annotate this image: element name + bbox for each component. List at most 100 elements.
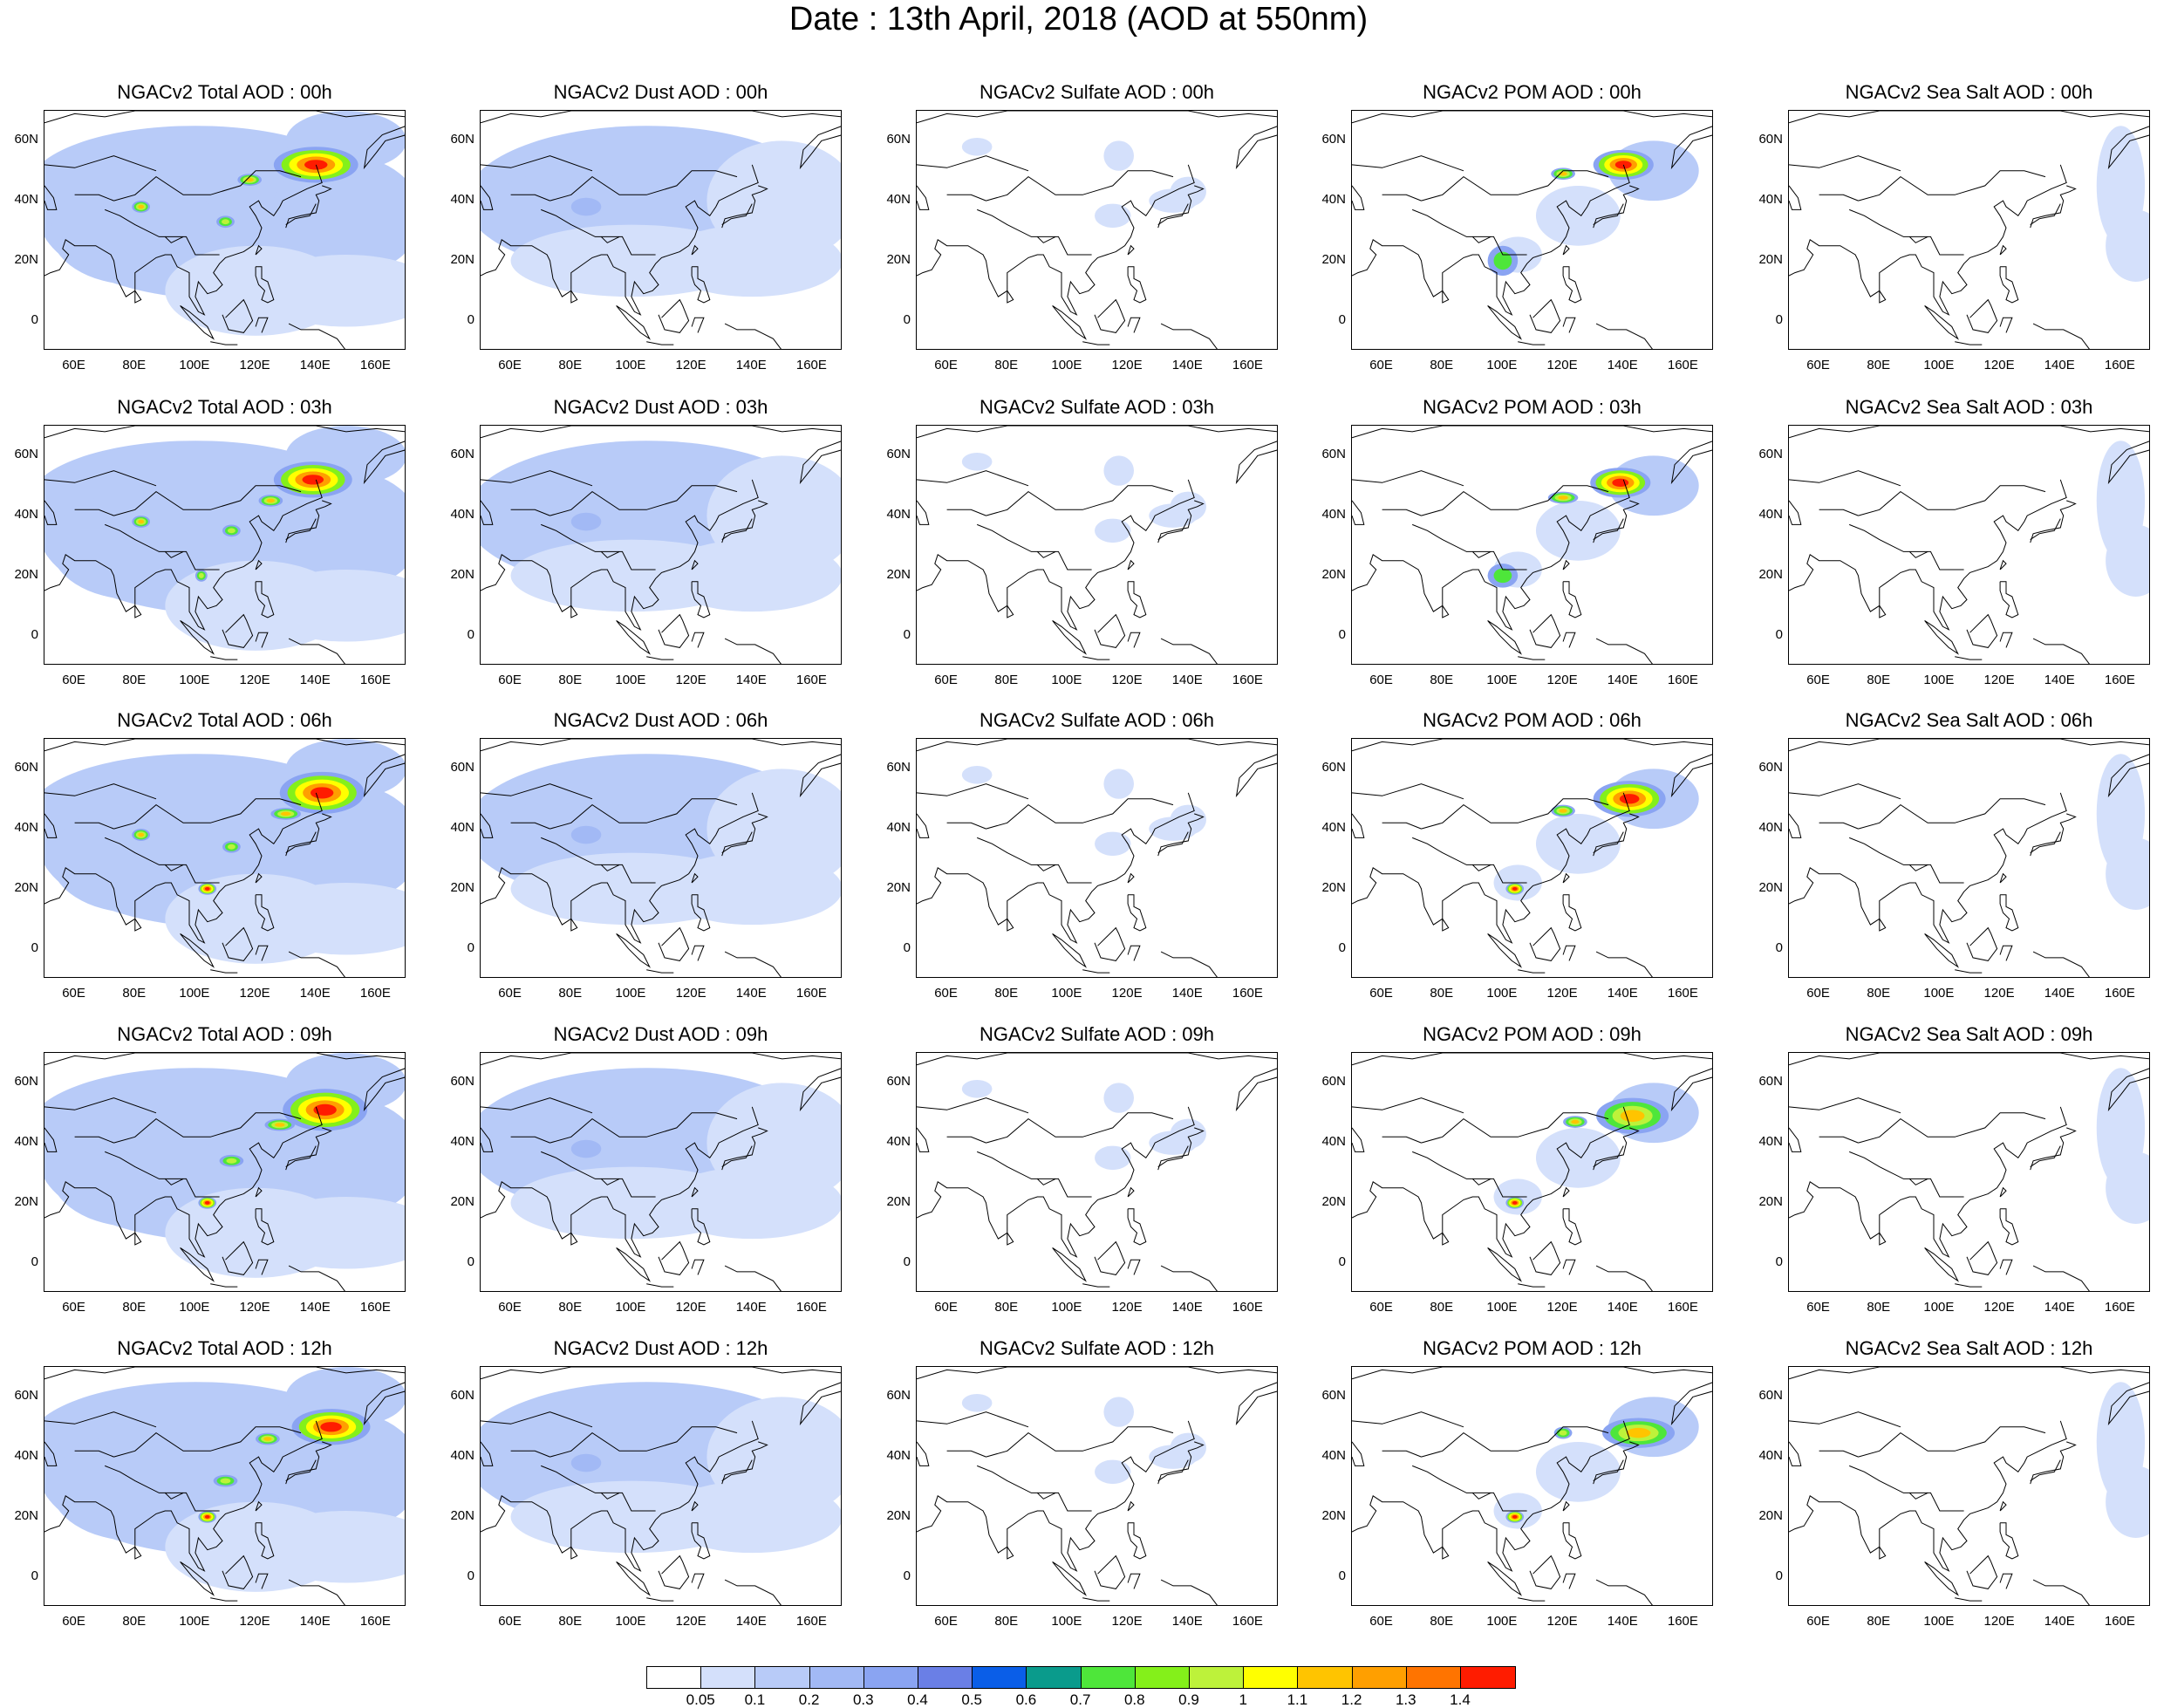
lat-tick-label: 40N	[14, 507, 38, 523]
map-panel	[916, 1366, 1278, 1606]
coastline	[1879, 1233, 1887, 1246]
coastline	[288, 1265, 345, 1291]
colorbar-label: 1	[1239, 1691, 1247, 1708]
aod-plume	[1559, 1430, 1567, 1436]
coastline	[1036, 1492, 1056, 1500]
lon-tick-label: 120E	[1983, 1300, 2015, 1315]
coastline	[1593, 1441, 1640, 1485]
coastline	[986, 1426, 1174, 1458]
coastline	[1127, 317, 1141, 333]
coastline	[255, 317, 269, 333]
lon-tick-label: 140E	[1171, 1614, 1203, 1629]
coastline	[646, 656, 674, 660]
aod-plume	[198, 572, 204, 578]
coastline	[917, 783, 1029, 800]
coastline	[1127, 1259, 1141, 1275]
colorbar-swatch	[754, 1666, 811, 1689]
colorbar-label: 0.7	[1069, 1691, 1091, 1708]
coastline	[1789, 426, 2149, 439]
coastline	[1999, 581, 2019, 618]
aod-plume	[1626, 1427, 1651, 1438]
aod-field	[256, 255, 405, 327]
lat-tick-label: 0	[31, 626, 38, 642]
lon-tick-label: 160E	[1667, 986, 1698, 1001]
lat-tick-label: 40N	[1758, 507, 1783, 523]
lon-tick-label: 140E	[2044, 1614, 2075, 1629]
lon-tick-label: 100E	[1486, 1300, 1518, 1315]
aod-plume	[274, 1123, 285, 1127]
aod-plume	[138, 519, 145, 524]
coastline	[2030, 1441, 2077, 1485]
colorbar-label: 1.4	[1450, 1691, 1471, 1708]
coastline	[164, 1178, 184, 1185]
lat-tick-label: 20N	[1321, 1507, 1346, 1523]
lon-tick-label: 60E	[498, 358, 522, 372]
coastline	[1595, 1265, 1653, 1291]
coastline	[1562, 317, 1576, 333]
coastline	[1562, 945, 1576, 961]
lon-tick-label: 140E	[2044, 673, 2075, 687]
coastline	[1593, 1127, 1640, 1171]
lon-tick-label: 120E	[675, 1300, 706, 1315]
coastline	[222, 613, 254, 648]
aod-plume	[320, 1422, 342, 1432]
coastline	[210, 656, 238, 660]
coastline	[105, 837, 220, 884]
coastline	[1595, 323, 1653, 349]
aod-plume	[1512, 1201, 1518, 1205]
lon-tick-label: 100E	[615, 358, 646, 372]
aod-field	[570, 825, 602, 844]
coastline	[616, 933, 651, 968]
lon-tick-label: 80E	[1430, 1614, 1454, 1629]
coastline	[134, 1233, 142, 1246]
coastline	[510, 194, 550, 202]
coastline	[1235, 1382, 1277, 1426]
coastline	[1036, 550, 1056, 558]
panel-title: NGACv2 Total AOD : 09h	[117, 1023, 332, 1045]
coastline	[917, 1420, 1195, 1572]
lon-tick-label: 100E	[1051, 673, 1082, 687]
coastline	[1352, 185, 1365, 210]
coastline	[1819, 1136, 1859, 1144]
coastline	[1082, 969, 1110, 974]
lon-tick-label: 60E	[1806, 673, 1830, 687]
coastline	[285, 518, 317, 541]
lat-tick-label: 60N	[1758, 760, 1783, 775]
coastline	[1352, 479, 1630, 631]
coastline	[691, 244, 699, 256]
aod-plume	[138, 832, 145, 837]
lon-tick-label: 160E	[359, 358, 391, 372]
coastline	[1127, 1573, 1141, 1589]
coastline	[1593, 518, 1624, 541]
lon-tick-label: 120E	[1983, 673, 2015, 687]
coastline	[222, 1554, 254, 1589]
lon-tick-label: 140E	[1171, 358, 1203, 372]
lon-tick-label: 100E	[1486, 673, 1518, 687]
aod-plume	[220, 1478, 231, 1484]
lat-tick-label: 0	[31, 1568, 38, 1583]
coastline	[721, 500, 768, 543]
lon-tick-label: 120E	[239, 1614, 270, 1629]
lat-tick-label: 0	[1775, 626, 1783, 642]
lon-tick-label: 160E	[1667, 673, 1698, 687]
aod-field	[1095, 831, 1131, 857]
aod-field	[1535, 1441, 1621, 1502]
aod-plume	[313, 1103, 337, 1116]
lat-tick-label: 20N	[450, 251, 474, 267]
map-panel	[1788, 110, 2150, 350]
coastline	[646, 969, 674, 974]
coastline	[549, 1426, 738, 1458]
coastline	[2030, 831, 2061, 854]
aod-plume	[226, 1158, 237, 1164]
lat-tick-label: 20N	[1321, 879, 1346, 895]
lat-tick-label: 0	[31, 311, 38, 327]
lon-tick-label: 140E	[1171, 673, 1203, 687]
aod-field	[2106, 524, 2149, 597]
coastline	[74, 509, 114, 516]
coastline	[1518, 341, 1546, 345]
lat-tick-label: 40N	[14, 192, 38, 208]
coastline	[210, 969, 238, 974]
map-panel	[1788, 738, 2150, 978]
coastline	[541, 208, 656, 256]
coastline	[1127, 1522, 1147, 1560]
